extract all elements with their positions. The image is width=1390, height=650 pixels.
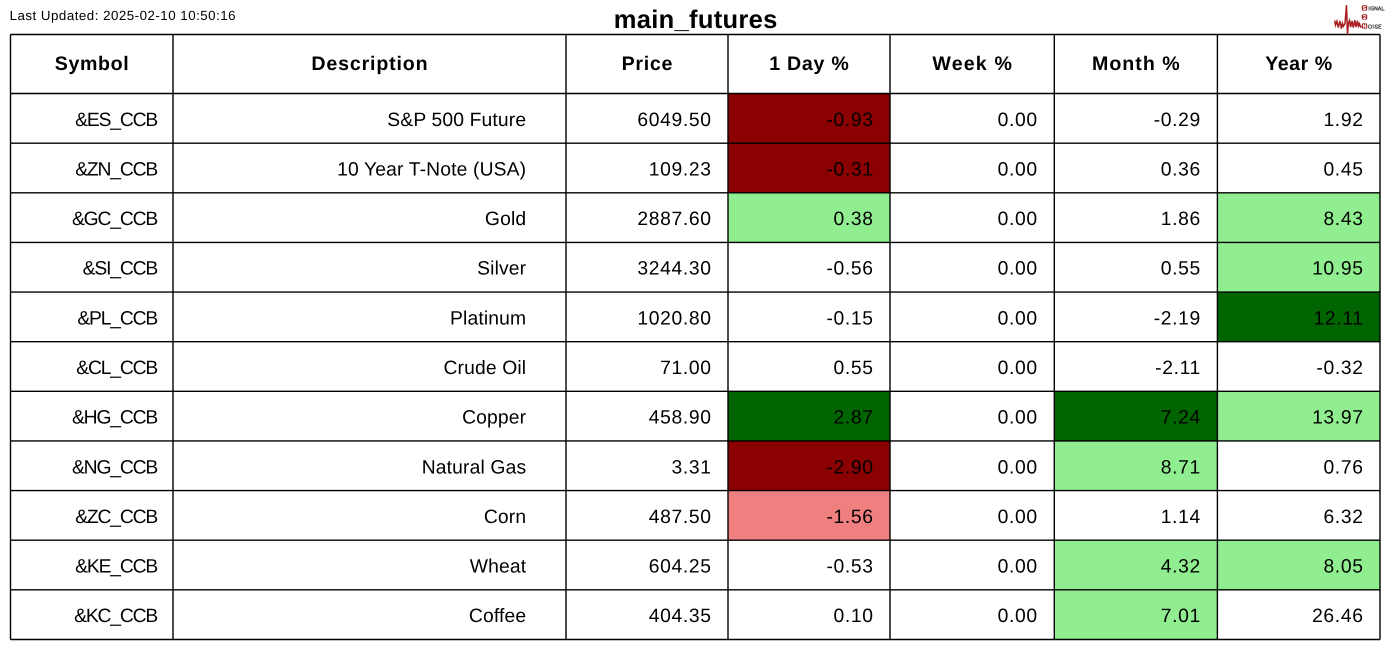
svg-text:&NG_CCB: &NG_CCB [72,457,157,478]
svg-text:404.35: 404.35 [649,606,712,627]
svg-text:3.31: 3.31 [672,457,712,478]
svg-text:Month %: Month % [1092,53,1181,75]
svg-text:7.24: 7.24 [1161,408,1201,429]
svg-text:&PL_CCB: &PL_CCB [77,308,157,329]
svg-text:&ES_CCB: &ES_CCB [75,110,157,131]
svg-text:0.55: 0.55 [834,358,874,379]
svg-text:26.46: 26.46 [1312,606,1364,627]
svg-text:&CL_CCB: &CL_CCB [76,358,157,379]
svg-text:0.00: 0.00 [998,457,1038,478]
svg-text:Copper: Copper [462,408,527,429]
svg-text:-2.11: -2.11 [1155,358,1201,379]
svg-text:-0.93: -0.93 [826,110,873,131]
svg-text:Natural Gas: Natural Gas [422,457,527,478]
svg-text:8.71: 8.71 [1161,457,1201,478]
svg-text:0.76: 0.76 [1323,457,1363,478]
svg-text:-0.53: -0.53 [826,557,873,578]
svg-text:6049.50: 6049.50 [637,110,711,131]
svg-text:-0.31: -0.31 [826,160,873,181]
svg-text:12.11: 12.11 [1314,308,1364,329]
svg-text:8.43: 8.43 [1323,209,1363,230]
svg-text:&SI_CCB: &SI_CCB [83,259,158,280]
svg-text:Price: Price [622,53,674,75]
svg-text:3244.30: 3244.30 [637,259,711,280]
svg-text:&ZN_CCB: &ZN_CCB [75,160,157,181]
svg-text:Wheat: Wheat [470,557,527,578]
svg-text:2.87: 2.87 [834,408,874,429]
svg-text:7.01: 7.01 [1161,606,1201,627]
svg-text:71.00: 71.00 [660,358,712,379]
svg-text:-0.32: -0.32 [1316,358,1363,379]
svg-text:Year %: Year % [1265,53,1332,75]
svg-text:1 Day %: 1 Day % [769,53,849,75]
svg-text:Gold: Gold [485,209,526,230]
svg-text:S&P 500 Future: S&P 500 Future [387,110,526,131]
svg-text:Last Updated: 2025-02-10 10:50: Last Updated: 2025-02-10 10:50:16 [10,8,236,23]
svg-text:&KE_CCB: &KE_CCB [75,557,157,578]
svg-text:Silver: Silver [477,259,527,280]
svg-text:0.00: 0.00 [998,358,1038,379]
svg-text:0.55: 0.55 [1161,259,1201,280]
svg-text:0.00: 0.00 [998,557,1038,578]
svg-text:10 Year T-Note (USA): 10 Year T-Note (USA) [337,160,526,181]
svg-text:-0.29: -0.29 [1154,110,1201,131]
svg-text:-0.56: -0.56 [826,259,873,280]
svg-text:Corn: Corn [484,507,526,528]
svg-text:0.00: 0.00 [998,259,1038,280]
svg-text:&GC_CCB: &GC_CCB [72,209,157,230]
svg-text:4.32: 4.32 [1161,557,1201,578]
svg-text:0.00: 0.00 [998,507,1038,528]
svg-text:0.00: 0.00 [998,408,1038,429]
svg-text:0.00: 0.00 [998,110,1038,131]
svg-text:458.90: 458.90 [649,408,712,429]
svg-text:-0.15: -0.15 [826,308,873,329]
svg-text:1.86: 1.86 [1161,209,1201,230]
svg-text:-1.56: -1.56 [826,507,873,528]
svg-text:-2.90: -2.90 [826,457,873,478]
svg-text:Week %: Week % [932,53,1013,75]
svg-text:10.95: 10.95 [1312,259,1364,280]
svg-text:0.45: 0.45 [1323,160,1363,181]
svg-text:1020.80: 1020.80 [637,308,711,329]
svg-text:Coffee: Coffee [469,606,526,627]
svg-text:1.14: 1.14 [1161,507,1201,528]
svg-text:487.50: 487.50 [649,507,712,528]
svg-text:&HG_CCB: &HG_CCB [72,408,157,429]
svg-text:0.38: 0.38 [834,209,874,230]
svg-text:8.05: 8.05 [1323,557,1363,578]
svg-text:0.36: 0.36 [1161,160,1201,181]
svg-text:-2.19: -2.19 [1154,308,1201,329]
svg-text:1.92: 1.92 [1323,110,1363,131]
svg-text:0.00: 0.00 [998,160,1038,181]
svg-text:604.25: 604.25 [649,557,712,578]
svg-text:0.00: 0.00 [998,209,1038,230]
svg-text:2887.60: 2887.60 [637,209,711,230]
svg-text:main_futures: main_futures [614,6,778,34]
svg-text:Crude Oil: Crude Oil [443,358,526,379]
svg-text:Description: Description [311,53,428,75]
svg-text:&ZC_CCB: &ZC_CCB [75,507,157,528]
svg-text:0.00: 0.00 [998,308,1038,329]
svg-text:&KC_CCB: &KC_CCB [74,606,157,627]
svg-text:13.97: 13.97 [1312,408,1364,429]
svg-text:0.10: 0.10 [834,606,874,627]
svg-text:0.00: 0.00 [998,606,1038,627]
svg-text:6.32: 6.32 [1323,507,1363,528]
svg-text:109.23: 109.23 [649,160,712,181]
svg-text:Symbol: Symbol [55,53,130,75]
svg-text:Platinum: Platinum [450,308,526,329]
